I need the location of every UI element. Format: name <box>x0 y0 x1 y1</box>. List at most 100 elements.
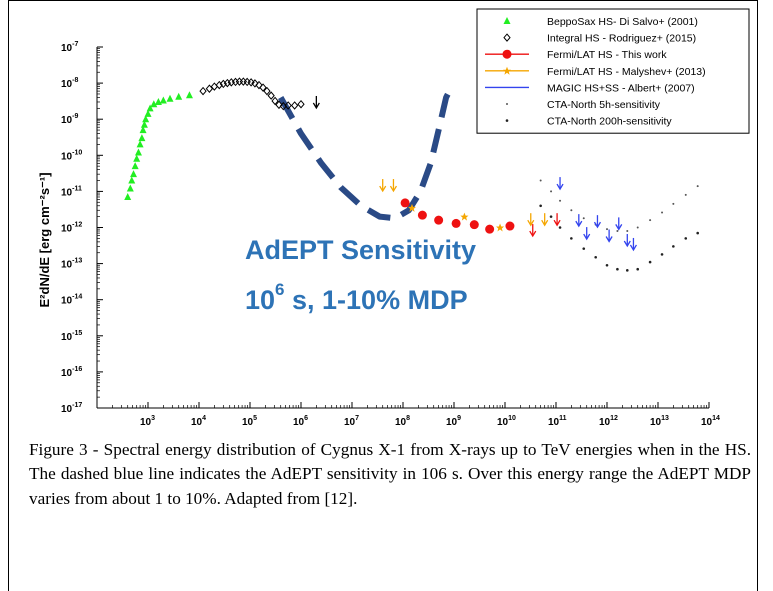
integral-point <box>284 101 292 110</box>
integral-point <box>199 86 207 96</box>
cta-5h-point <box>570 209 573 212</box>
y-tick-label: 10-13 <box>61 258 82 271</box>
beppo-point <box>150 100 158 108</box>
fermi-point <box>469 220 479 230</box>
beppo-point <box>134 148 142 156</box>
upper-limit-head <box>529 230 537 238</box>
legend-label: CTA-North 5h-sensitivity <box>547 99 661 111</box>
cta-200h-point <box>616 267 619 271</box>
legend-label: MAGIC HS+SS - Albert+ (2007) <box>547 82 695 94</box>
cta-200h-point <box>505 119 509 122</box>
x-tick-label: 1010 <box>497 415 516 428</box>
integral-point <box>255 80 263 90</box>
upper-limit-head <box>583 233 591 241</box>
upper-limit-head <box>541 219 549 227</box>
x-tick-label: 107 <box>344 415 359 428</box>
x-tick-label: 104 <box>191 415 206 428</box>
cta-5h-point <box>649 219 652 222</box>
x-tick-label: 105 <box>242 415 257 428</box>
cta-5h-point <box>661 211 664 214</box>
y-tick-label: 10-14 <box>61 294 82 307</box>
adept-annotation-line2: 106 s, 1-10% MDP <box>245 280 468 316</box>
cta-5h-point <box>606 228 608 231</box>
cta-200h-point <box>636 267 640 271</box>
integral-point <box>267 91 275 100</box>
upper-limit-head <box>593 221 602 229</box>
cta-200h-point <box>660 253 664 256</box>
upper-limit-head <box>629 244 638 252</box>
adept-annotation-line1: AdEPT Sensitivity <box>245 235 477 265</box>
upper-limit-head <box>605 236 613 243</box>
beppo-point <box>130 170 138 178</box>
integral-point <box>271 96 279 106</box>
cta-5h-point <box>626 229 629 232</box>
cta-5h-point <box>550 190 553 193</box>
fermi-point <box>485 224 495 234</box>
y-tick-label: 10-8 <box>61 77 78 90</box>
y-axis-label: E²dN/dE [erg cm⁻²s⁻¹] <box>37 172 52 307</box>
upper-limit-head <box>615 224 623 231</box>
cta-200h-point <box>570 237 573 240</box>
figure-frame: 103 104 105 106 107 108 109 1010 1011 1012 1013 101… <box>8 0 758 591</box>
beppo-point <box>128 176 136 184</box>
integral-point <box>251 79 259 88</box>
cta-200h-point <box>594 255 597 259</box>
beppo-point <box>139 126 147 134</box>
fermi-point <box>400 198 410 208</box>
beppo-point <box>185 91 193 99</box>
cta-200h-point <box>539 204 542 208</box>
integral-point <box>223 78 232 88</box>
cta-5h-point <box>506 103 508 105</box>
malyshev-point <box>503 66 511 75</box>
cta-200h-point <box>625 269 629 272</box>
cta-5h-point <box>559 199 562 202</box>
beppo-point <box>133 154 141 162</box>
y-tick-label: 10-17 <box>61 402 82 415</box>
beppo-point <box>140 120 148 128</box>
upper-limit-head <box>527 219 535 227</box>
fermi-point <box>451 218 461 228</box>
cta-5h-point <box>636 226 639 229</box>
cta-200h-point <box>684 237 688 240</box>
malyshev-point <box>496 223 505 232</box>
x-tick-label: 1013 <box>650 415 669 428</box>
legend-label: Fermi/LAT HS - This work <box>547 49 667 61</box>
beppo-point <box>131 162 139 170</box>
upper-limit-head <box>556 183 564 191</box>
adept-sensitivity-curve <box>278 85 455 222</box>
x-axis-label: Energy [eV] <box>363 431 441 433</box>
upper-limit-head <box>389 185 398 193</box>
malyshev-point <box>407 203 416 212</box>
x-tick-label: 1011 <box>548 415 567 428</box>
integral-point <box>215 80 223 90</box>
cta-200h-point <box>696 231 699 235</box>
cta-200h-point <box>605 263 609 267</box>
upper-limit-head <box>379 185 387 193</box>
cta-200h-point <box>549 215 553 218</box>
sed-chart: 103 104 105 106 107 108 109 1010 1011 1012 1013 101… <box>37 8 750 433</box>
integral-point <box>275 100 283 110</box>
cta-200h-point <box>558 226 562 229</box>
upper-limit-head <box>575 220 583 228</box>
y-tick-label: 10-9 <box>61 113 78 126</box>
upper-limit-head <box>623 240 631 248</box>
annotation-exponent: 6 <box>275 280 285 299</box>
beppo-point <box>142 115 150 123</box>
cta-5h-point <box>684 193 687 196</box>
beppo-point <box>124 192 132 200</box>
integral-point <box>503 33 511 42</box>
fermi-point <box>417 210 427 220</box>
cta-5h-point <box>616 229 619 232</box>
integral-point <box>205 84 214 93</box>
y-tick-label: 10-11 <box>61 185 82 198</box>
beppo-point <box>503 17 511 24</box>
integral-point <box>263 86 271 96</box>
figure-caption: Figure 3 - Spectral energy distribution … <box>29 440 751 508</box>
legend-label: BeppoSax HS- Di Salvo+ (2001) <box>547 16 698 28</box>
x-tick-label: 1012 <box>599 415 618 428</box>
cta-200h-point <box>648 260 652 264</box>
y-tick-label: 10-7 <box>61 41 78 54</box>
cta-200h-point <box>582 247 586 250</box>
cta-5h-point <box>696 185 699 188</box>
beppo-point <box>138 134 146 142</box>
